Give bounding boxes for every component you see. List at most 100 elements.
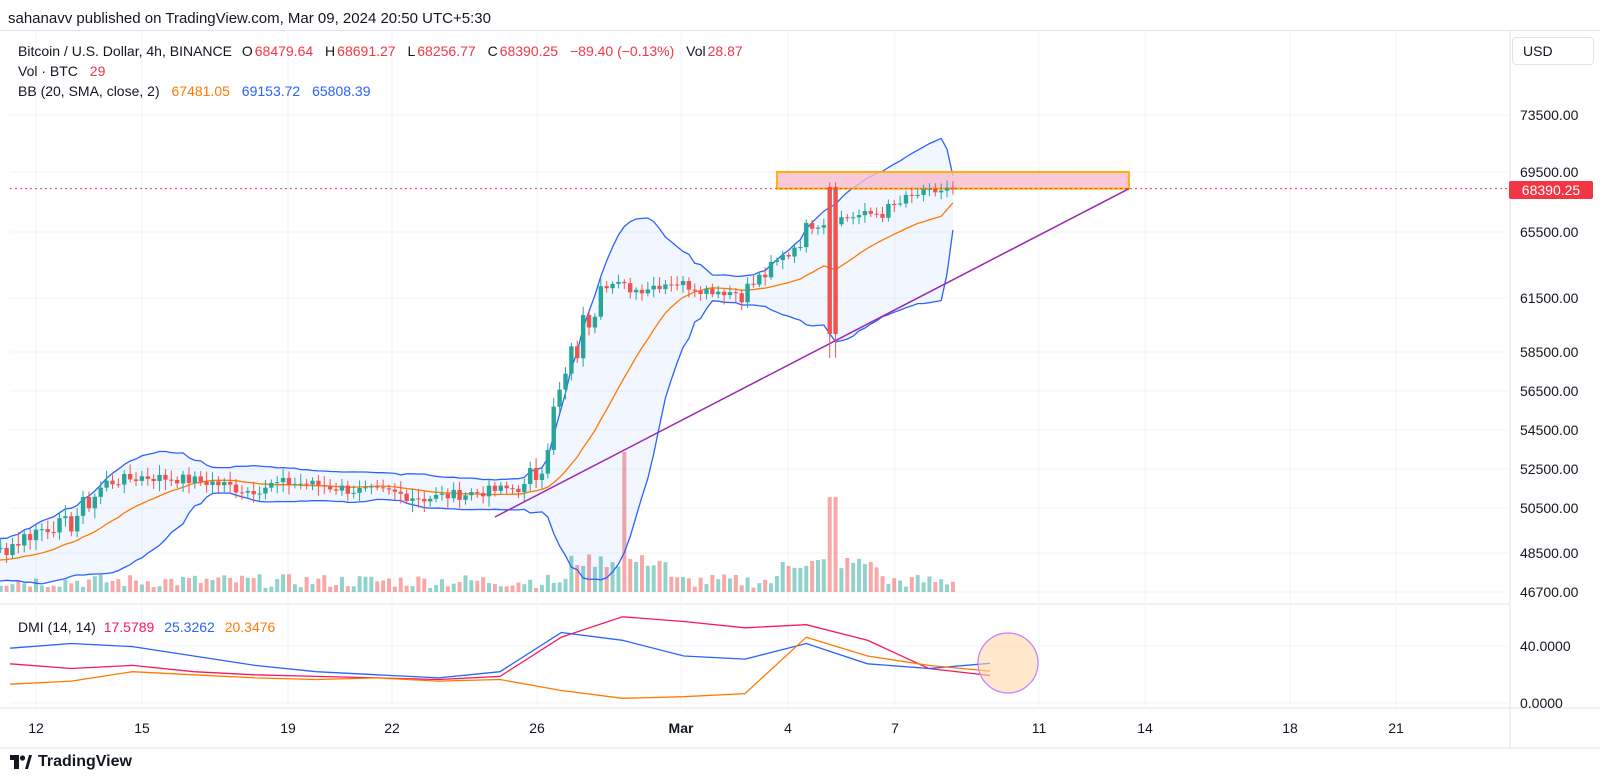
candle-body (27, 534, 33, 541)
volume-bar (487, 583, 492, 592)
volume-bar (751, 587, 756, 592)
volume-bar (63, 579, 68, 592)
candle-body (410, 498, 415, 501)
volume-bar (833, 497, 838, 592)
candle-body (322, 485, 327, 487)
candle-body (522, 483, 527, 493)
candle-body (757, 274, 762, 285)
volume-bar (657, 560, 662, 592)
volume-bar (339, 576, 344, 592)
volume-bar (269, 586, 274, 592)
candle-body (569, 346, 574, 374)
symbol-title: Bitcoin / U.S. Dollar, 4h, BINANCE (18, 43, 232, 59)
candle-body (475, 492, 480, 494)
candle-body (363, 487, 368, 489)
currency-button[interactable]: USD (1512, 37, 1594, 65)
volume-bar (316, 578, 321, 592)
volume-bar (369, 576, 374, 592)
volume-bar (298, 587, 303, 592)
volume-bar (186, 578, 191, 592)
volume-bar (110, 580, 115, 592)
volume-bar (363, 576, 368, 592)
price-tick-label: 58500.00 (1520, 344, 1579, 360)
volume-bar (950, 581, 955, 592)
volume-bar (504, 586, 509, 592)
low-label: L (407, 43, 416, 59)
candle-body (686, 281, 692, 290)
dmi-plus-value: 17.5789 (103, 619, 155, 635)
volume-bars (0, 452, 955, 592)
candle-body (175, 479, 180, 484)
dmi-minus-value: 25.3262 (164, 619, 215, 635)
candle-body (628, 283, 633, 293)
bb-label: BB (20, SMA, close, 2) (18, 83, 160, 99)
candle-body (839, 217, 844, 225)
volume-bar (304, 576, 309, 592)
volume-bar (51, 585, 56, 592)
candle-body (404, 493, 409, 501)
time-tick-label: 18 (1282, 720, 1298, 736)
candle-body (768, 261, 774, 278)
candle-body (868, 211, 873, 214)
candle-body (739, 293, 744, 303)
volume-bar (786, 565, 791, 592)
volume-bar (428, 587, 433, 592)
candle-body (886, 203, 891, 218)
dmi-adx-value: 20.3476 (224, 619, 276, 635)
candle-body (798, 247, 803, 249)
candle-body (862, 211, 868, 216)
candle-body (80, 496, 86, 516)
volume-bar (263, 587, 268, 592)
volume-bar (815, 560, 820, 592)
volume-bar (357, 576, 362, 592)
time-tick-label: 26 (529, 720, 545, 736)
volume-bar (404, 585, 409, 592)
candle-body (663, 284, 668, 290)
volume-bar (792, 567, 797, 592)
candle-body (4, 547, 9, 556)
volume-bar (322, 575, 327, 592)
candle-body (486, 485, 492, 497)
volume-bar (410, 586, 415, 592)
volume-bar (692, 586, 697, 592)
candle-body (815, 227, 821, 229)
volume-bar (722, 574, 727, 592)
bollinger-fill (0, 138, 953, 584)
candle-body (727, 292, 733, 296)
volume-bar (686, 578, 691, 592)
candle-body (39, 529, 45, 531)
candle-body (98, 487, 103, 497)
volume-bar (898, 580, 903, 592)
volume-bar (463, 575, 468, 592)
candle-body (545, 450, 551, 474)
high-label: H (325, 43, 336, 59)
volume-bar (387, 578, 391, 592)
candle-body (780, 254, 785, 261)
candle-body (186, 474, 192, 483)
candle-body (575, 346, 580, 359)
volume-bar (128, 575, 133, 592)
volume-bar (939, 579, 944, 592)
candle-body (809, 222, 815, 229)
price-tick-label: 69500.00 (1520, 164, 1579, 180)
candle-body (604, 286, 609, 289)
candle-body (610, 283, 615, 289)
volume-bar (222, 575, 227, 592)
candle-body (645, 289, 651, 294)
candle-body (22, 534, 27, 546)
candle-body (833, 187, 838, 334)
volume-bar (927, 576, 932, 592)
volume-bar (769, 583, 774, 592)
candle-body (380, 487, 386, 489)
candle-body (304, 483, 309, 485)
bollinger-band-area (0, 138, 953, 584)
volume-value: 29 (89, 63, 106, 79)
volume-bar (104, 582, 109, 592)
dmi-lines (9, 616, 1039, 699)
candle-body (774, 260, 780, 262)
candle-body (239, 492, 245, 494)
candle-body (45, 529, 50, 533)
volume-bar (763, 579, 768, 592)
candle-body (110, 480, 115, 485)
